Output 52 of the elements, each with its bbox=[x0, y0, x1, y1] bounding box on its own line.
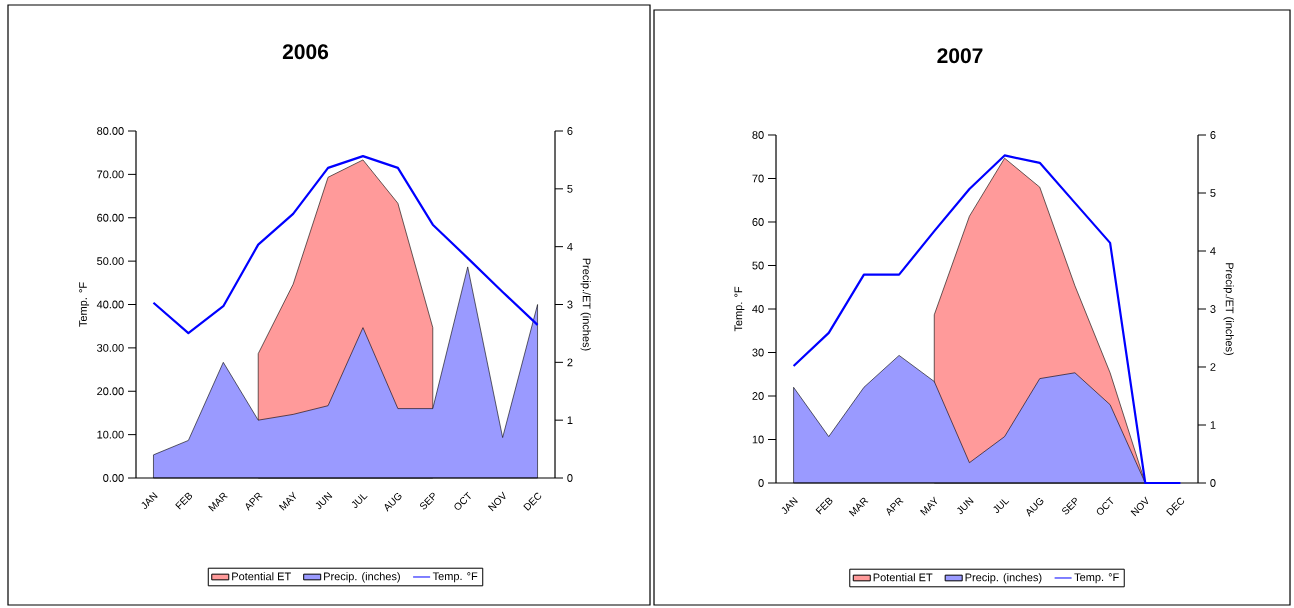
y-tick-label: 0.00 bbox=[103, 474, 124, 482]
x-tick-label: JUN bbox=[957, 497, 974, 515]
y-tick-label: 30 bbox=[752, 348, 764, 357]
y-tick-label: 10 bbox=[752, 435, 764, 444]
y-tick-label: 0 bbox=[758, 479, 764, 487]
line-series bbox=[152, 155, 539, 335]
x-tick-label: FEB bbox=[175, 492, 193, 510]
y-tick-label: 70.00 bbox=[97, 170, 124, 179]
y-tick-label: 50 bbox=[752, 261, 764, 270]
chart-title: 2007 bbox=[937, 48, 983, 64]
y2-tick-label: 2 bbox=[1210, 363, 1216, 371]
legend-label: Potential ET bbox=[232, 572, 291, 581]
y2-axis-title: Precip./ET (inches) bbox=[1223, 263, 1234, 356]
y2-tick-label: 6 bbox=[1210, 131, 1216, 139]
y2-tick-label: 4 bbox=[1210, 247, 1216, 255]
legend-label: Temp. °F bbox=[1074, 573, 1119, 584]
line-series bbox=[792, 154, 1182, 485]
y-tick-label: 40 bbox=[752, 305, 764, 313]
legend-label: Temp. °F bbox=[432, 572, 478, 583]
y2-tick-label: 1 bbox=[567, 416, 573, 424]
y-tick-label: 60.00 bbox=[97, 213, 124, 222]
y-tick-label: 50.00 bbox=[97, 257, 124, 266]
y2-tick-label: 5 bbox=[567, 185, 573, 193]
y-tick-label: 60 bbox=[752, 218, 764, 226]
y-axis-title: Temp. °F bbox=[734, 286, 745, 332]
y-tick-label: 10.00 bbox=[97, 430, 124, 439]
y2-tick-label: 3 bbox=[567, 300, 573, 309]
y2-axis-title: Precip./ET (inches) bbox=[580, 258, 591, 351]
x-tick-label: JAN bbox=[781, 497, 798, 514]
x-tick-label: JAN bbox=[141, 492, 158, 509]
y-tick-label: 40.00 bbox=[96, 300, 124, 309]
x-tick-label: JUL bbox=[351, 494, 368, 509]
x-tick-label: JUL bbox=[993, 499, 1010, 514]
y2-tick-label: 1 bbox=[1210, 421, 1216, 429]
y-tick-label: 80 bbox=[752, 131, 764, 139]
y-tick-label: 80.00 bbox=[97, 127, 124, 135]
y2-tick-label: 0 bbox=[567, 474, 573, 482]
y2-tick-label: 0 bbox=[1210, 479, 1216, 487]
y2-tick-label: 4 bbox=[567, 242, 573, 251]
y-tick-label: 70 bbox=[752, 174, 764, 183]
y2-tick-label: 6 bbox=[567, 127, 573, 135]
y-tick-label: 30.00 bbox=[97, 343, 124, 352]
chart-title: 2006 bbox=[282, 44, 329, 60]
legend-label: Precip. (inches) bbox=[965, 573, 1042, 584]
y2-tick-label: 5 bbox=[1210, 189, 1216, 197]
y2-tick-label: 2 bbox=[567, 358, 573, 367]
y-axis-title: Temp. °F bbox=[79, 282, 90, 327]
y2-tick-label: 3 bbox=[1210, 305, 1216, 313]
legend-label: Precip. (inches) bbox=[324, 572, 400, 583]
y-tick-label: 20 bbox=[752, 392, 764, 400]
legend-label: Potential ET bbox=[873, 573, 933, 582]
y-tick-label: 20.00 bbox=[97, 387, 124, 396]
